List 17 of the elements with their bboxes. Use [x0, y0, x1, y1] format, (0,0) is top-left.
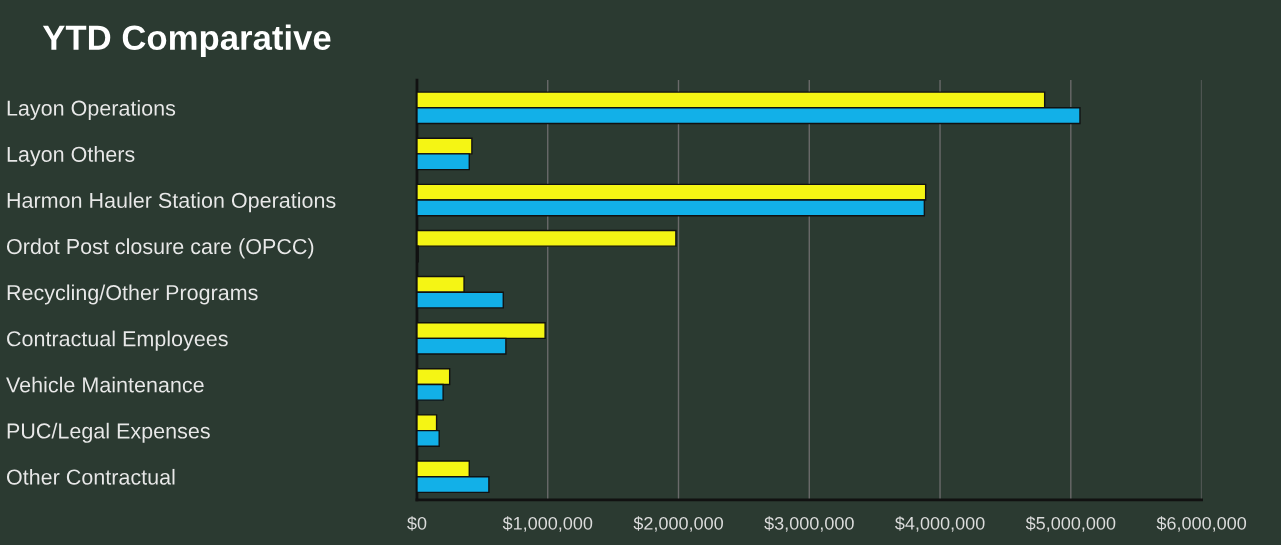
x-tick-label: $4,000,000: [895, 516, 985, 532]
y-tick-label: Other Contractual: [6, 468, 175, 485]
y-tick-label: Harmon Hauler Station Operations: [7, 192, 336, 213]
x-tick-label: $5,000,000: [1025, 516, 1116, 532]
y-tick-label: Contractual Employees: [7, 330, 228, 351]
y-tick-label: Vehicle Maintenance: [6, 376, 204, 393]
x-tick-label: $3,000,000: [764, 516, 854, 532]
x-tick-label: $0: [407, 516, 427, 531]
y-tick-label: Recycling/Other Programs: [7, 284, 258, 305]
x-tick-label: $6,000,000: [1156, 516, 1247, 532]
y-tick-label: Layon Operations: [7, 99, 176, 121]
y-tick-label: Ordot Post closure care (OPCC): [6, 238, 314, 259]
x-tick-label: $2,000,000: [633, 516, 723, 532]
y-tick-label: PUC/Legal Expenses: [7, 422, 210, 443]
y-tick-label: Layon Others: [7, 146, 135, 167]
chart-title: YTD Comparative: [42, 24, 331, 57]
x-tick-label: $1,000,000: [502, 516, 593, 532]
